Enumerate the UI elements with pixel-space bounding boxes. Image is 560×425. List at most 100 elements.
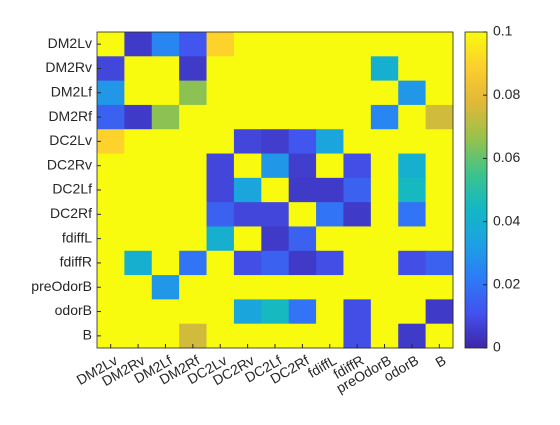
heatmap-cell <box>370 32 399 57</box>
heatmap-cell <box>179 275 208 300</box>
heatmap-cell <box>370 275 399 300</box>
heatmap-cell <box>151 202 180 227</box>
heatmap-cell <box>261 80 290 106</box>
heatmap-cell <box>233 250 262 276</box>
heatmap-cell <box>261 299 290 325</box>
heatmap-cell <box>151 56 180 82</box>
heatmap-cell <box>261 104 290 130</box>
heatmap-cell <box>316 80 344 106</box>
heatmap-cell <box>97 250 125 276</box>
heatmap-cell <box>97 104 125 130</box>
heatmap-cell <box>425 129 454 155</box>
heatmap-cell <box>206 104 235 130</box>
heatmap-cell <box>316 226 344 252</box>
heatmap-cell <box>370 129 399 155</box>
heatmap-cell <box>233 202 262 227</box>
heatmap-cell <box>261 250 290 276</box>
y-tick-label: B <box>83 327 92 343</box>
heatmap-cell <box>370 80 399 106</box>
heatmap-cell <box>343 299 372 325</box>
heatmap-cell <box>124 299 153 325</box>
colorbar-tick-label: 0 <box>493 339 501 355</box>
heatmap-cell <box>398 299 427 325</box>
heatmap-cell <box>425 275 454 300</box>
heatmap-cell <box>343 275 372 300</box>
y-tick-label: DM2Rf <box>48 108 92 124</box>
heatmap-cell <box>151 153 180 179</box>
heatmap-cell <box>206 153 235 179</box>
x-tick-label: B <box>433 352 449 371</box>
heatmap-cell <box>316 56 344 82</box>
heatmap-cell <box>124 104 153 130</box>
heatmap-cell <box>425 177 454 203</box>
heatmap-cell <box>233 32 262 57</box>
heatmap-cell <box>288 56 317 82</box>
heatmap-cell <box>124 250 153 276</box>
heatmap-cell <box>316 299 344 325</box>
heatmap-cell <box>97 202 125 227</box>
heatmap-cell <box>425 250 454 276</box>
heatmap-cell <box>343 177 372 203</box>
heatmap-cell <box>151 299 180 325</box>
heatmap-cell <box>425 56 454 82</box>
heatmap-cell <box>233 129 262 155</box>
heatmap-cell <box>206 226 235 252</box>
heatmap-cell <box>97 275 125 300</box>
heatmap-cell <box>316 32 344 57</box>
heatmap-cell <box>343 104 372 130</box>
heatmap-cell <box>288 226 317 252</box>
heatmap-cell <box>398 129 427 155</box>
heatmap-cell <box>425 226 454 252</box>
heatmap-cell <box>179 32 208 57</box>
heatmap-cell <box>316 129 344 155</box>
heatmap-cell <box>316 275 344 300</box>
heatmap-cell <box>151 226 180 252</box>
heatmap-cell <box>316 153 344 179</box>
heatmap-cell <box>370 226 399 252</box>
heatmap-cell <box>151 32 180 57</box>
heatmap-cell <box>398 226 427 252</box>
heatmap-cell <box>398 56 427 82</box>
heatmap-cell <box>97 153 125 179</box>
heatmap-cell <box>425 80 454 106</box>
heatmap-cell <box>398 250 427 276</box>
heatmap-cell <box>288 80 317 106</box>
heatmap-cell <box>97 177 125 203</box>
heatmap-cell <box>398 104 427 130</box>
heatmap-cell <box>179 153 208 179</box>
heatmap-cell <box>288 299 317 325</box>
heatmap-cell <box>398 32 427 57</box>
heatmap-cell <box>233 56 262 82</box>
heatmap-cell <box>398 153 427 179</box>
heatmap-cell <box>233 299 262 325</box>
heatmap-cell <box>343 202 372 227</box>
y-tick-label: odorB <box>55 302 92 318</box>
heatmap-cell <box>370 250 399 276</box>
heatmap-cell <box>288 32 317 57</box>
heatmap-cell <box>370 56 399 82</box>
heatmap-cell <box>425 32 454 57</box>
heatmap-cell <box>179 299 208 325</box>
heatmap-cell <box>233 153 262 179</box>
heatmap-cell <box>316 104 344 130</box>
heatmap-cell <box>261 275 290 300</box>
heatmap-cell <box>97 56 125 82</box>
y-tick-label: fdiffR <box>60 254 92 270</box>
heatmap-cell <box>206 80 235 106</box>
colorbar <box>464 31 488 349</box>
heatmap-cell <box>370 153 399 179</box>
heatmap-cell <box>151 275 180 300</box>
y-tick-label: DM2Lf <box>51 83 92 99</box>
heatmap-cell <box>151 104 180 130</box>
heatmap-cell <box>206 250 235 276</box>
heatmap-cell <box>179 226 208 252</box>
y-tick-label: DM2Rv <box>45 59 92 75</box>
heatmap-cell <box>233 104 262 130</box>
heatmap-cell <box>370 202 399 227</box>
heatmap-cell <box>124 129 153 155</box>
heatmap-cell <box>124 80 153 106</box>
heatmap-cell <box>343 250 372 276</box>
heatmap-cell <box>288 275 317 300</box>
heatmap-cell <box>124 177 153 203</box>
